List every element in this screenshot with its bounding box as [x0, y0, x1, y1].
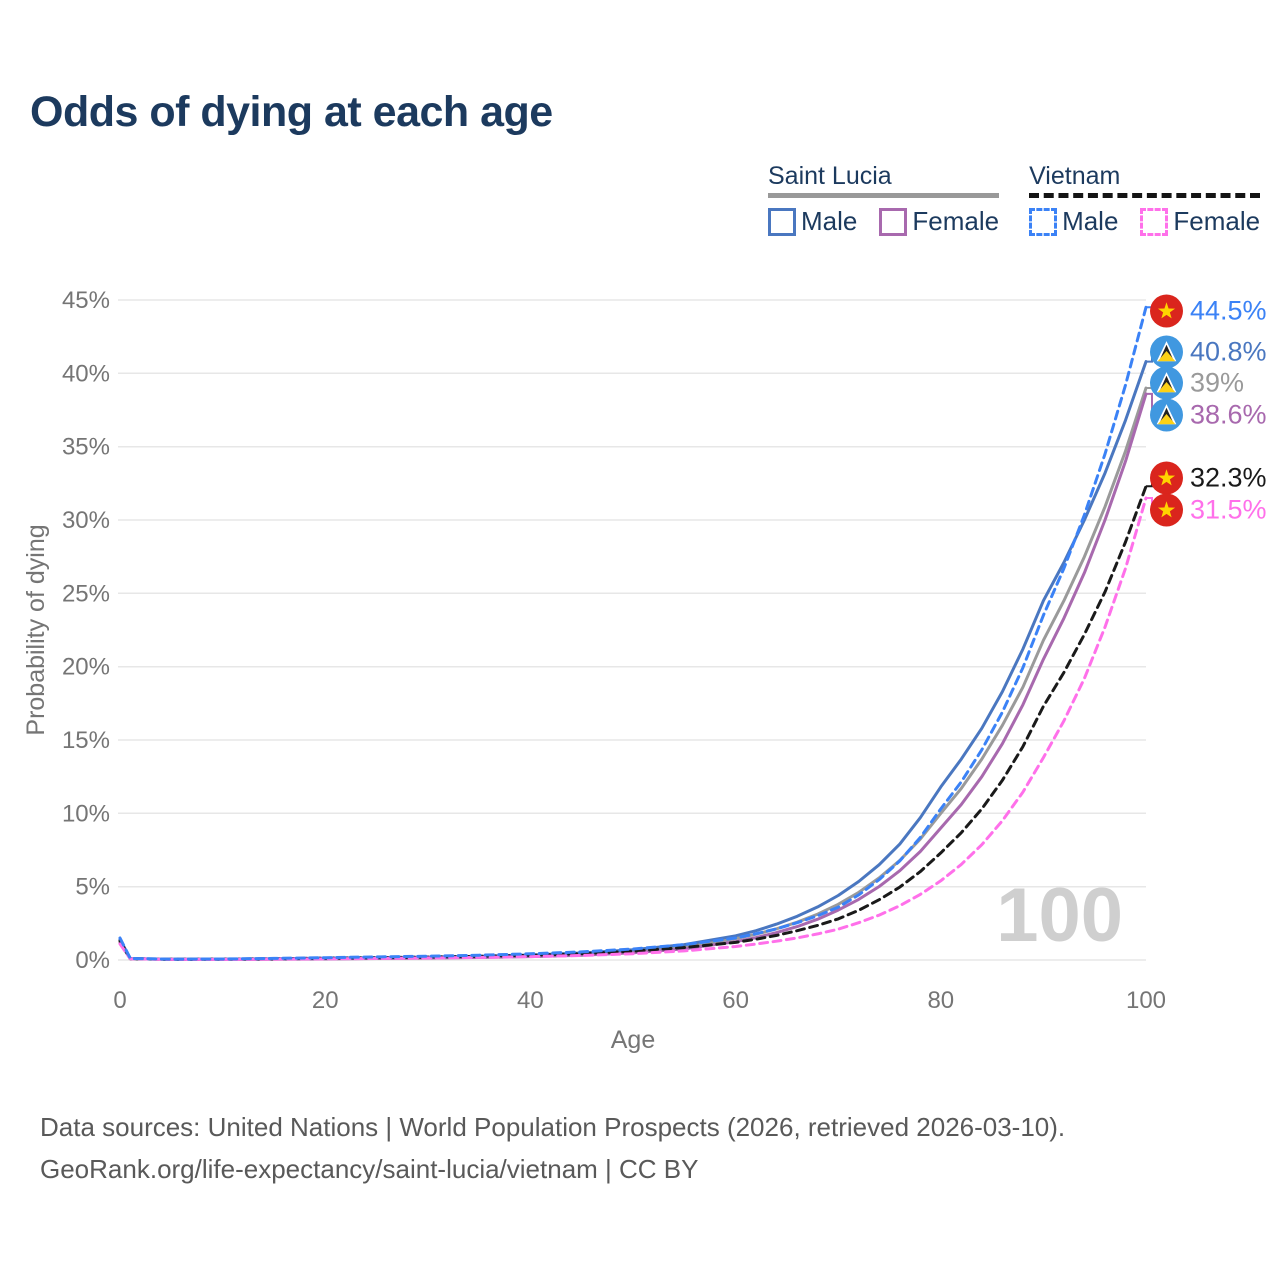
- end-value-text: 44.5%: [1190, 295, 1267, 326]
- value-label-vietnam-total: 32.3%: [1150, 461, 1267, 495]
- series-line-saint-lucia-male: [118, 360, 1148, 961]
- y-tick-label: 20%: [62, 654, 110, 681]
- value-label-vietnam-male: 44.5%: [1150, 294, 1267, 328]
- vietnam-flag-icon: [1150, 493, 1183, 527]
- vietnam-male-swatch: [1029, 207, 1058, 236]
- value-label-saint-lucia-male: 40.8%: [1150, 335, 1267, 369]
- end-value-text: 39%: [1190, 367, 1245, 398]
- saint-lucia-male-swatch: [768, 207, 796, 236]
- attribution-line: GeoRank.org/life-expectancy/saint-lucia/…: [40, 1154, 699, 1184]
- y-tick-label: 35%: [62, 434, 110, 461]
- legend: Saint Lucia Male Female Vietnam Male: [768, 162, 1261, 237]
- legend-item-vietnam-female[interactable]: Female: [1140, 206, 1260, 237]
- end-value-text: 38.6%: [1190, 399, 1267, 430]
- legend-item-label: Female: [1173, 206, 1261, 236]
- end-value-text: 32.3%: [1190, 462, 1267, 493]
- legend-item-saint-lucia-male[interactable]: Male: [768, 206, 857, 237]
- value-label-vietnam-female: 31.5%: [1150, 493, 1267, 527]
- x-tick-label: 100: [1126, 987, 1166, 1014]
- x-tick-label: 80: [927, 987, 954, 1014]
- saint-lucia-line-style-swatch: [768, 193, 1000, 198]
- legend-group-vietnam: Vietnam Male Female: [1029, 162, 1261, 237]
- footer: Data sources: United Nations | World Pop…: [40, 1106, 1065, 1190]
- legend-item-label: Male: [801, 206, 858, 236]
- series-line-vietnam-total: [118, 484, 1148, 961]
- y-tick-label: 10%: [62, 800, 110, 827]
- series-line-vietnam-male: [118, 305, 1148, 961]
- vietnam-flag-icon: [1150, 294, 1183, 328]
- x-tick-label: 60: [722, 987, 749, 1014]
- vietnam-flag-icon: [1150, 461, 1183, 495]
- saint-lucia-flag-icon: [1150, 366, 1183, 400]
- legend-item-label: Female: [912, 206, 1000, 236]
- y-tick-label: 5%: [75, 874, 110, 901]
- legend-item-vietnam-male[interactable]: Male: [1029, 206, 1118, 237]
- saint-lucia-female-swatch: [879, 207, 908, 236]
- saint-lucia-flag-icon: [1150, 335, 1183, 369]
- y-tick-label: 30%: [62, 507, 110, 534]
- y-axis-label: Probability of dying: [22, 524, 50, 735]
- y-tick-label: 0%: [75, 947, 110, 974]
- y-tick-label: 15%: [62, 727, 110, 754]
- data-sources-line: Data sources: United Nations | World Pop…: [40, 1112, 1066, 1142]
- legend-item-saint-lucia-female[interactable]: Female: [879, 206, 999, 237]
- y-tick-label: 45%: [62, 287, 110, 314]
- legend-group-title-saint-lucia: Saint Lucia: [768, 162, 892, 190]
- value-label-saint-lucia-total: 39%: [1150, 366, 1245, 400]
- y-tick-label: 25%: [62, 580, 110, 607]
- series-line-saint-lucia-total: [118, 386, 1148, 961]
- end-value-text: 31.5%: [1190, 494, 1267, 525]
- x-tick-label: 40: [517, 987, 544, 1014]
- end-value-text: 40.8%: [1190, 336, 1267, 367]
- legend-group-title-vietnam: Vietnam: [1029, 162, 1121, 190]
- page-title: Odds of dying at each age: [30, 88, 553, 136]
- vietnam-line-style-swatch: [1029, 193, 1261, 198]
- vietnam-female-swatch: [1140, 207, 1169, 236]
- age-watermark: 100: [996, 873, 1123, 958]
- x-tick-label: 20: [312, 987, 339, 1014]
- series-line-saint-lucia-female: [118, 392, 1148, 961]
- x-axis-label: Age: [611, 1026, 655, 1054]
- saint-lucia-flag-icon: [1150, 398, 1183, 432]
- legend-item-label: Male: [1062, 206, 1119, 236]
- y-tick-label: 40%: [62, 360, 110, 387]
- legend-group-saint-lucia: Saint Lucia Male Female: [768, 162, 1000, 237]
- x-tick-label: 0: [113, 987, 126, 1014]
- value-label-saint-lucia-female: 38.6%: [1150, 398, 1267, 432]
